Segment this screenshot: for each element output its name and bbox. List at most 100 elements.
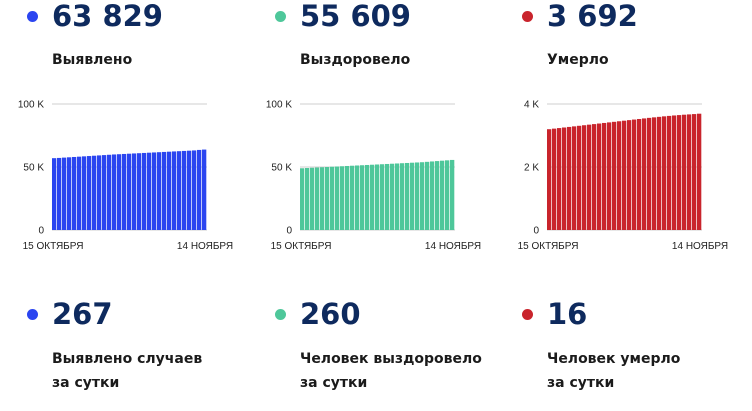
bar [677, 115, 682, 230]
bar [345, 165, 350, 230]
detected-daily-dot [27, 309, 38, 320]
detected-daily-label-line1: Выявлено случаев [52, 351, 203, 367]
bar [182, 150, 187, 230]
bar [305, 168, 310, 230]
bar [420, 162, 425, 230]
bar [390, 163, 395, 230]
recovered-chart: 0 50 K 100 K 15 ОКТЯБРЯ 14 НОЯБРЯ [266, 100, 481, 253]
bar [152, 152, 157, 230]
detected-daily-value: 267 [52, 297, 113, 331]
y-tick-label: 50 K [271, 163, 292, 174]
bar [652, 117, 657, 230]
detected-chart: 0 50 K 100 K 15 ОКТЯБРЯ 14 НОЯБРЯ [18, 100, 233, 253]
bar [385, 163, 390, 230]
bar [687, 114, 692, 230]
bar [192, 150, 197, 230]
bar [127, 153, 132, 230]
x-start-label: 15 ОКТЯБРЯ [518, 241, 579, 252]
bar [682, 114, 687, 230]
bar [577, 125, 582, 230]
bar [87, 156, 92, 230]
bar [450, 159, 455, 230]
bar [172, 151, 177, 230]
detected-dot [27, 11, 38, 22]
bar [410, 162, 415, 230]
bar [672, 115, 677, 230]
bar [137, 153, 142, 230]
died-daily-label-line2: за сутки [547, 375, 615, 391]
recovered-total-label: Выздоровело [300, 52, 411, 68]
bar [612, 121, 617, 230]
y-tick-label: 0 [533, 226, 539, 237]
bar [315, 167, 320, 230]
bar [52, 158, 57, 230]
bar [340, 166, 345, 230]
bar [587, 124, 592, 230]
recovered-daily-dot [275, 309, 286, 320]
bar [617, 121, 622, 230]
recovered-daily-label-line2: за сутки [300, 375, 368, 391]
bar [335, 166, 340, 230]
bar [632, 119, 637, 230]
bar [187, 150, 192, 230]
bar [97, 155, 102, 230]
bar [607, 122, 612, 230]
died-daily-label-line1: Человек умерло [547, 351, 681, 367]
y-tick-label: 0 [286, 226, 292, 237]
y-tick-label: 0 [38, 226, 44, 237]
x-start-label: 15 ОКТЯБРЯ [23, 241, 84, 252]
bar [112, 154, 117, 230]
bar [567, 126, 572, 230]
bar [365, 164, 370, 230]
bar [62, 157, 67, 230]
bar [132, 153, 137, 230]
bar [102, 155, 107, 230]
bar [430, 161, 435, 230]
bar [202, 149, 207, 230]
bar [107, 154, 112, 230]
bar [320, 167, 325, 230]
detected-daily-label-line2: за сутки [52, 375, 120, 391]
bar [380, 164, 385, 230]
recovered-dot [275, 11, 286, 22]
bar [117, 154, 122, 230]
bar [667, 115, 672, 230]
bar [122, 153, 127, 230]
bar [395, 163, 400, 230]
bar [697, 113, 702, 230]
bar [562, 127, 567, 230]
bar [637, 118, 642, 230]
bar [557, 128, 562, 230]
bar [375, 164, 380, 230]
bar [627, 120, 632, 230]
bar [330, 166, 335, 230]
bar [440, 160, 445, 230]
y-tick-label: 4 K [524, 100, 539, 111]
bar [657, 116, 662, 230]
recovered-total-value: 55 609 [300, 0, 411, 33]
bar [370, 164, 375, 230]
bar [72, 156, 77, 230]
died-dot [522, 11, 533, 22]
bar [142, 152, 147, 230]
bar [67, 157, 72, 230]
bar [360, 165, 365, 230]
bar [405, 162, 410, 230]
bar [197, 149, 202, 230]
detected-total-label: Выявлено [52, 52, 133, 68]
bar [167, 151, 172, 230]
bar [162, 151, 167, 230]
bar [400, 163, 405, 230]
bar [445, 160, 450, 230]
bar [310, 167, 315, 230]
bar [647, 117, 652, 230]
bar [82, 156, 87, 230]
died-daily-dot [522, 309, 533, 320]
recovered-daily-label-line1: Человек выздоровело [300, 351, 482, 367]
recovered-daily-value: 260 [300, 297, 361, 331]
x-end-label: 14 НОЯБРЯ [425, 241, 481, 252]
bar [597, 123, 602, 230]
bar [350, 165, 355, 230]
died-total-label: Умерло [547, 52, 609, 68]
bar [325, 167, 330, 230]
